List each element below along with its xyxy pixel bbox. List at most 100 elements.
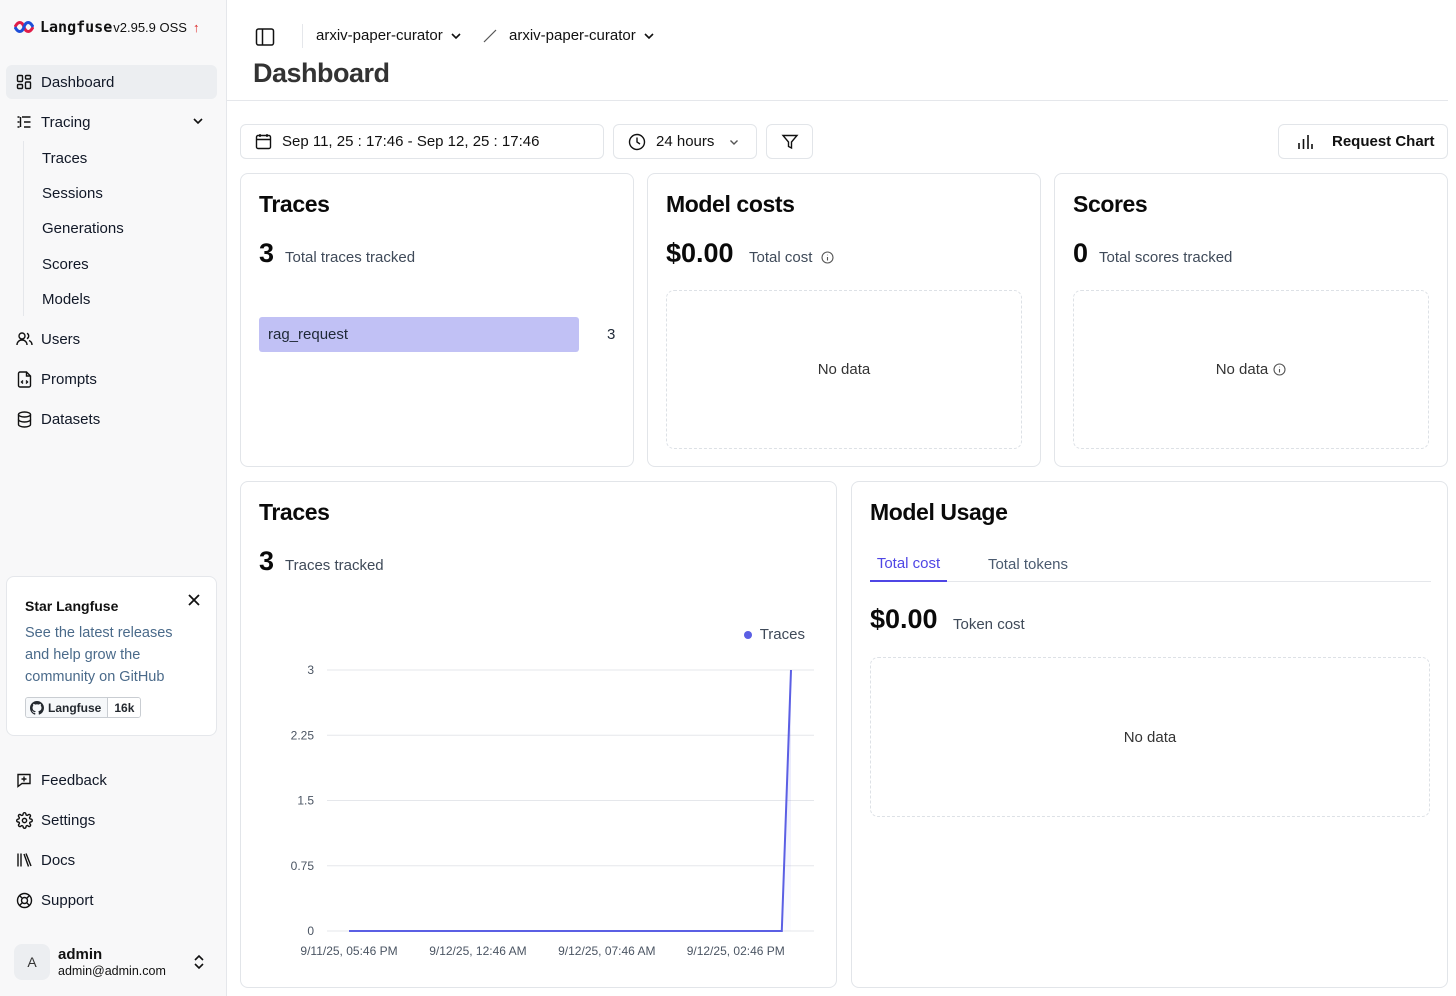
filter-button[interactable] bbox=[766, 124, 813, 159]
users-icon bbox=[15, 330, 33, 348]
series-line-traces bbox=[349, 669, 792, 932]
breadcrumb-separator bbox=[483, 29, 497, 43]
breadcrumb-org-label: arxiv-paper-curator bbox=[316, 27, 443, 44]
close-icon[interactable] bbox=[185, 591, 203, 609]
langfuse-logo-icon bbox=[14, 21, 34, 33]
model-usage-card: Model Usage Total cost Total tokens $0.0… bbox=[851, 481, 1448, 988]
y-tick-label: 1.5 bbox=[297, 794, 314, 808]
traces-line-chart: 0 0.75 1.5 2.25 3 9/11/25, 05:46 PM 9/12/25, 1… bbox=[291, 663, 814, 958]
scores-empty-text: No data bbox=[1215, 361, 1269, 378]
database-icon bbox=[15, 410, 33, 428]
scores-empty: No data bbox=[1073, 290, 1429, 449]
chevrons-up-down-icon bbox=[194, 954, 204, 970]
sidebar-item-scores[interactable]: Scores bbox=[42, 255, 89, 273]
github-icon bbox=[30, 700, 44, 715]
prompts-icon bbox=[15, 370, 33, 388]
card-title: Traces bbox=[259, 499, 330, 525]
sidebar-item-label: Datasets bbox=[41, 410, 101, 428]
app-name: Langfuse bbox=[40, 18, 113, 36]
sidebar-item-traces[interactable]: Traces bbox=[42, 149, 88, 167]
x-tick-label: 9/12/25, 07:46 AM bbox=[558, 944, 655, 958]
sidebar-item-feedback[interactable]: Feedback bbox=[6, 763, 217, 797]
sidebar-item-sessions[interactable]: Sessions bbox=[42, 184, 103, 202]
trace-name-bar[interactable]: rag_request bbox=[259, 317, 579, 352]
chevron-down-icon[interactable] bbox=[191, 114, 205, 128]
sidebar-item-settings[interactable]: Settings bbox=[6, 803, 217, 837]
chart-legend[interactable]: Traces bbox=[743, 626, 805, 643]
star-langfuse-card: Star Langfuse See the latest releases an… bbox=[6, 576, 217, 736]
tab-total-tokens[interactable]: Total tokens bbox=[987, 556, 1069, 573]
sidebar-item-label: Settings bbox=[41, 811, 96, 829]
sidebar-item-label: Support bbox=[41, 891, 94, 909]
y-tick-label: 2.25 bbox=[291, 728, 315, 742]
model-usage-label: Token cost bbox=[953, 616, 1025, 633]
sidebar-item-support[interactable]: Support bbox=[6, 883, 217, 917]
tracing-icon bbox=[15, 113, 33, 131]
calendar-icon bbox=[255, 134, 272, 150]
request-chart-button[interactable]: Request Chart bbox=[1278, 124, 1448, 159]
sidebar-item-label: Dashboard bbox=[41, 73, 115, 91]
y-tick-label: 0 bbox=[307, 924, 314, 938]
model-costs-empty: No data bbox=[666, 290, 1022, 449]
info-icon[interactable] bbox=[821, 251, 834, 264]
github-badge-label: Langfuse bbox=[26, 698, 109, 717]
sidebar-item-label: Users bbox=[41, 330, 81, 348]
card-title: Scores bbox=[1073, 191, 1148, 217]
traces-summary-card: Traces 3 Total traces tracked rag_reques… bbox=[240, 173, 634, 467]
user-menu[interactable]: A admin admin@admin.com bbox=[14, 944, 214, 984]
github-star-count: 16k bbox=[108, 698, 141, 717]
time-preset-select[interactable]: 24 hours bbox=[613, 124, 757, 159]
tab-total-cost[interactable]: Total cost bbox=[870, 547, 947, 582]
time-preset-value: 24 hours bbox=[656, 133, 715, 150]
sidebar-toggle-icon[interactable] bbox=[255, 27, 275, 47]
sidebar-item-generations[interactable]: Generations bbox=[42, 219, 124, 237]
model-usage-amount: $0.00 bbox=[870, 604, 938, 634]
user-email: admin@admin.com bbox=[58, 964, 166, 978]
model-costs-label-wrap: Total cost bbox=[749, 249, 834, 266]
github-badge-text: Langfuse bbox=[48, 700, 102, 715]
support-icon bbox=[15, 891, 33, 909]
sidebar-item-label: Prompts bbox=[41, 370, 97, 388]
sidebar-item-tracing[interactable]: Tracing bbox=[6, 105, 217, 139]
star-card-description: See the latest releases and help grow th… bbox=[25, 625, 173, 685]
traces-total-count: 3 bbox=[259, 238, 275, 268]
brand[interactable]: Langfuse v2.95.9 OSS ↑ bbox=[14, 18, 199, 36]
chevron-down-icon bbox=[451, 32, 461, 39]
sidebar-item-label: Docs bbox=[41, 851, 76, 869]
breadcrumb-project-label: arxiv-paper-curator bbox=[509, 27, 636, 44]
breadcrumb-project[interactable]: arxiv-paper-curator bbox=[509, 27, 656, 44]
y-tick-label: 3 bbox=[307, 663, 314, 677]
date-range-picker[interactable]: Sep 11, 25 : 17:46 - Sep 12, 25 : 17:46 bbox=[240, 124, 604, 159]
sidebar-item-models[interactable]: Models bbox=[42, 290, 91, 308]
header-divider bbox=[227, 100, 1448, 101]
sidebar-item-docs[interactable]: Docs bbox=[6, 843, 217, 877]
card-title: Model costs bbox=[666, 191, 795, 217]
model-usage-empty: No data bbox=[870, 657, 1430, 817]
sidebar-item-users[interactable]: Users bbox=[6, 322, 217, 356]
sidebar-item-label: Tracing bbox=[41, 113, 91, 131]
sidebar-item-datasets[interactable]: Datasets bbox=[6, 402, 217, 436]
breadcrumb-organization[interactable]: arxiv-paper-curator bbox=[316, 27, 463, 44]
update-available-icon[interactable]: ↑ bbox=[192, 19, 200, 35]
scores-total-label: Total scores tracked bbox=[1099, 249, 1233, 266]
model-costs-amount: $0.00 bbox=[666, 238, 734, 268]
x-tick-label: 9/12/25, 02:46 PM bbox=[687, 944, 785, 958]
user-name: admin bbox=[58, 946, 103, 963]
scores-total-count: 0 bbox=[1073, 238, 1089, 268]
model-costs-card: Model costs $0.00 Total cost No data bbox=[647, 173, 1041, 467]
model-usage-tabs: Total cost Total tokens bbox=[870, 547, 1431, 582]
x-tick-label: 9/11/25, 05:46 PM bbox=[300, 944, 397, 958]
legend-label: Traces bbox=[759, 626, 805, 643]
github-stars-badge[interactable]: Langfuse 16k bbox=[25, 697, 142, 718]
info-icon[interactable] bbox=[1273, 363, 1286, 376]
sidebar-item-dashboard[interactable]: Dashboard bbox=[6, 65, 217, 99]
card-title: Model Usage bbox=[870, 499, 1008, 525]
sidebar-item-prompts[interactable]: Prompts bbox=[6, 362, 217, 396]
y-tick-label: 0.75 bbox=[291, 859, 315, 873]
main-content: arxiv-paper-curator arxiv-paper-curator … bbox=[227, 0, 1456, 996]
feedback-icon bbox=[15, 771, 33, 789]
trace-name-label: rag_request bbox=[268, 326, 349, 343]
sidebar: Langfuse v2.95.9 OSS ↑ Dashboard Tracing… bbox=[0, 0, 227, 996]
traces-chart-label: Traces tracked bbox=[285, 557, 384, 574]
app-version: v2.95.9 OSS bbox=[113, 19, 187, 35]
